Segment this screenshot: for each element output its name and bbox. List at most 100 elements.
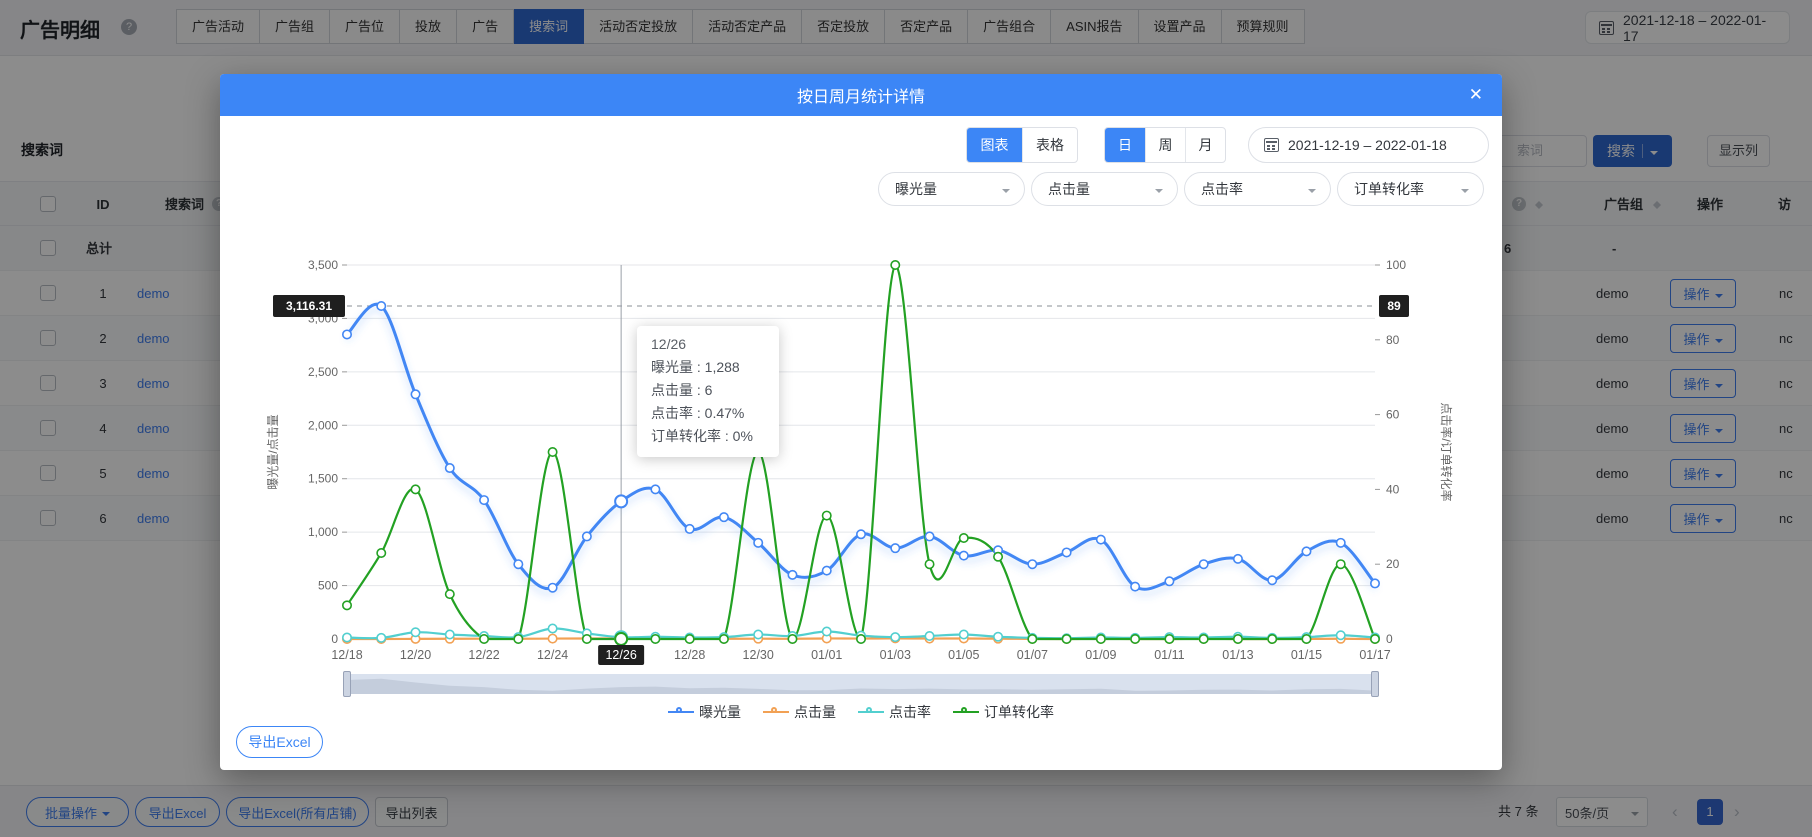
- row-truncated-cell: nc: [1779, 331, 1793, 346]
- total-row-checkbox[interactable]: [40, 240, 56, 256]
- svg-text:01/03: 01/03: [880, 648, 911, 662]
- row-action-button[interactable]: 操作: [1670, 414, 1736, 443]
- statistics-line-chart[interactable]: 05001,0001,5002,0002,5003,0003,500020406…: [220, 224, 1502, 674]
- nav-tab-搜索词[interactable]: 搜索词: [514, 9, 585, 44]
- chevron-down-icon: [1714, 338, 1723, 347]
- row-checkbox[interactable]: [40, 465, 56, 481]
- calendar-icon: [1599, 20, 1614, 35]
- zoom-handle-right[interactable]: [1371, 671, 1379, 697]
- global-date-range-picker[interactable]: 2021-12-18 – 2022-01-17: [1585, 11, 1790, 44]
- help-icon[interactable]: [1512, 197, 1526, 211]
- nav-tab-广告组合[interactable]: 广告组合: [968, 9, 1052, 44]
- metric-select-3[interactable]: 点击率: [1184, 172, 1331, 206]
- page-number-button[interactable]: 1: [1697, 799, 1723, 825]
- row-checkbox[interactable]: [40, 375, 56, 391]
- legend-marker-icon: [763, 707, 789, 713]
- nav-tab-设置产品[interactable]: 设置产品: [1138, 9, 1222, 44]
- export-excel-all-shops-button[interactable]: 导出Excel(所有店铺): [226, 797, 369, 827]
- page-size-select[interactable]: 50条/页: [1556, 797, 1648, 827]
- nav-tab-否定产品[interactable]: 否定产品: [885, 9, 969, 44]
- nav-tab-广告[interactable]: 广告: [457, 9, 515, 44]
- legend-item-点击率[interactable]: 点击率: [858, 702, 931, 722]
- nav-tabs: 广告活动 广告组 广告位 投放 广告 搜索词 活动否定投放 活动否定产品 否定投放 否定产品 广告组…: [176, 9, 1305, 44]
- search-term-link[interactable]: demo: [137, 511, 170, 526]
- page-help-icon[interactable]: [121, 19, 137, 35]
- row-action-button[interactable]: 操作: [1670, 279, 1736, 308]
- export-list-button[interactable]: 导出列表: [375, 797, 448, 827]
- modal-date-range-picker[interactable]: 2021-12-19 – 2022-01-18: [1248, 127, 1489, 163]
- metric-select-4[interactable]: 订单转化率: [1337, 172, 1484, 206]
- search-term-link[interactable]: demo: [137, 466, 170, 481]
- chevron-down-icon: [1714, 518, 1723, 527]
- period-tab-周[interactable]: 周: [1145, 128, 1185, 162]
- view-tab-表格[interactable]: 表格: [1022, 128, 1077, 162]
- svg-text:01/01: 01/01: [811, 648, 842, 662]
- bulk-actions-button[interactable]: 批量操作: [26, 797, 129, 827]
- row-action-button[interactable]: 操作: [1670, 324, 1736, 353]
- sort-icon[interactable]: [1652, 197, 1662, 213]
- sort-icon[interactable]: [1534, 197, 1544, 213]
- search-term-link[interactable]: demo: [137, 286, 170, 301]
- period-tab-日[interactable]: 日: [1105, 128, 1145, 162]
- legend-item-订单转化率[interactable]: 订单转化率: [953, 702, 1054, 722]
- chart-zoom-scrollbar[interactable]: [343, 671, 1379, 697]
- row-checkbox[interactable]: [40, 330, 56, 346]
- chevron-down-icon: [1461, 189, 1469, 197]
- legend-label: 点击量: [794, 704, 836, 720]
- nav-tab-广告位[interactable]: 广告位: [330, 9, 401, 44]
- metric-select-1[interactable]: 曝光量: [878, 172, 1025, 206]
- row-ad-group: demo: [1596, 511, 1629, 526]
- tooltip-line: 点击量 : 6: [651, 382, 713, 398]
- nav-tab-预算规则[interactable]: 预算规则: [1221, 9, 1305, 44]
- modal-export-excel-button[interactable]: 导出Excel: [236, 726, 323, 758]
- svg-text:3,500: 3,500: [308, 258, 338, 272]
- svg-text:1,000: 1,000: [308, 525, 338, 539]
- export-excel-button[interactable]: 导出Excel: [135, 797, 220, 827]
- show-columns-button[interactable]: 显示列: [1707, 135, 1770, 167]
- chevron-down-icon: [1714, 383, 1723, 392]
- row-id: 6: [99, 511, 107, 526]
- search-term-link[interactable]: demo: [137, 421, 170, 436]
- row-action-button[interactable]: 操作: [1670, 369, 1736, 398]
- search-term-link[interactable]: demo: [137, 376, 170, 391]
- period-tab-月[interactable]: 月: [1185, 128, 1225, 162]
- chart-tooltip: 12/26 曝光量 : 1,288 点击量 : 6 点击率 : 0.47% 订单转化率…: [637, 326, 779, 457]
- nav-tab-否定投放[interactable]: 否定投放: [802, 9, 886, 44]
- svg-text:20: 20: [1386, 557, 1400, 571]
- svg-text:01/05: 01/05: [948, 648, 979, 662]
- search-term-link[interactable]: demo: [137, 331, 170, 346]
- chevron-down-icon: [1002, 189, 1010, 197]
- nav-tab-活动否定产品[interactable]: 活动否定产品: [693, 9, 803, 44]
- nav-tab-投放[interactable]: 投放: [400, 9, 458, 44]
- row-action-button[interactable]: 操作: [1670, 504, 1736, 533]
- total-metric-value: 6: [1504, 241, 1512, 256]
- view-tab-图表[interactable]: 图表: [967, 128, 1022, 162]
- legend-item-点击量[interactable]: 点击量: [763, 702, 836, 722]
- zoom-handle-left[interactable]: [343, 671, 351, 697]
- svg-text:01/15: 01/15: [1291, 648, 1322, 662]
- close-icon[interactable]: [1469, 84, 1483, 106]
- svg-text:80: 80: [1386, 333, 1400, 347]
- metric-select-2[interactable]: 点击量: [1031, 172, 1178, 206]
- row-checkbox[interactable]: [40, 285, 56, 301]
- row-action-button[interactable]: 操作: [1670, 459, 1736, 488]
- row-checkbox[interactable]: [40, 420, 56, 436]
- search-button[interactable]: 搜索: [1593, 135, 1672, 167]
- page-title: 广告明细: [20, 20, 100, 42]
- total-label: 总计: [86, 241, 113, 256]
- select-all-checkbox[interactable]: [40, 196, 56, 212]
- nav-tab-ASIN报告[interactable]: ASIN报告: [1051, 9, 1139, 44]
- legend-item-曝光量[interactable]: 曝光量: [668, 702, 741, 722]
- global-date-range-value: 2021-12-18 – 2022-01-17: [1623, 11, 1767, 44]
- svg-text:40: 40: [1386, 482, 1400, 496]
- row-truncated-cell: nc: [1779, 511, 1793, 526]
- row-checkbox[interactable]: [40, 510, 56, 526]
- row-ad-group: demo: [1596, 376, 1629, 391]
- nav-tab-广告组[interactable]: 广告组: [260, 9, 331, 44]
- row-ad-group: demo: [1596, 421, 1629, 436]
- modal-header: 按日周月统计详情: [220, 74, 1502, 116]
- svg-text:01/09: 01/09: [1085, 648, 1116, 662]
- legend-label: 点击率: [889, 704, 931, 720]
- nav-tab-活动否定投放[interactable]: 活动否定投放: [584, 9, 694, 44]
- nav-tab-广告活动[interactable]: 广告活动: [176, 9, 261, 44]
